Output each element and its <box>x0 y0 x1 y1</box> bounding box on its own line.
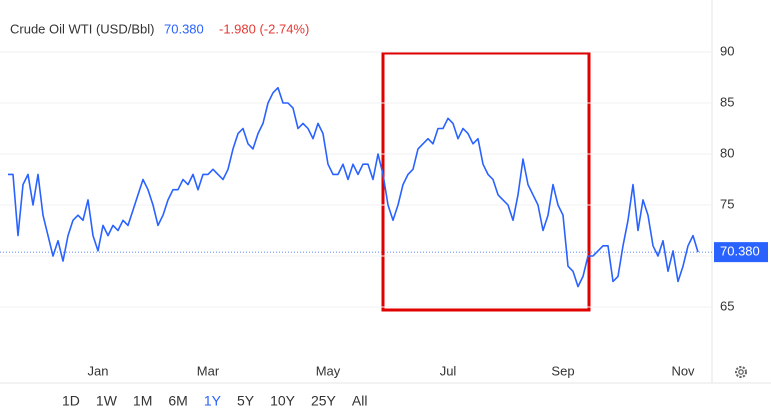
x-tick-label: May <box>316 363 341 378</box>
instrument-name: Crude Oil WTI (USD/Bbl) <box>10 21 154 36</box>
last-price-label: 70.380 <box>720 244 760 259</box>
range-button[interactable]: 1D <box>62 393 80 409</box>
highlight-box <box>381 51 591 312</box>
last-price-badge <box>714 242 768 263</box>
settings-icon[interactable] <box>735 366 747 378</box>
y-tick-label: 80 <box>720 145 734 160</box>
x-tick-label: Jan <box>88 363 109 378</box>
range-button[interactable]: 1W <box>96 393 118 409</box>
y-tick-label: 90 <box>720 43 734 58</box>
range-button[interactable]: All <box>352 393 368 409</box>
x-tick-label: Nov <box>671 363 695 378</box>
x-tick-label: Mar <box>197 363 220 378</box>
range-button[interactable]: 6M <box>168 393 187 409</box>
price: 70.380 <box>164 21 204 36</box>
x-tick-label: Jul <box>440 363 457 378</box>
price-line <box>8 86 699 288</box>
range-button[interactable]: 1M <box>133 393 152 409</box>
range-button[interactable]: 25Y <box>311 393 337 409</box>
range-button[interactable]: 1Y <box>204 393 222 409</box>
price-change: -1.980 (-2.74%) <box>219 21 309 36</box>
y-tick-label: 85 <box>720 94 734 109</box>
x-tick-label: Sep <box>551 363 574 378</box>
range-button[interactable]: 10Y <box>270 393 296 409</box>
y-tick-label: 75 <box>720 196 734 211</box>
range-button[interactable]: 5Y <box>237 393 255 409</box>
y-tick-label: 65 <box>720 298 734 313</box>
